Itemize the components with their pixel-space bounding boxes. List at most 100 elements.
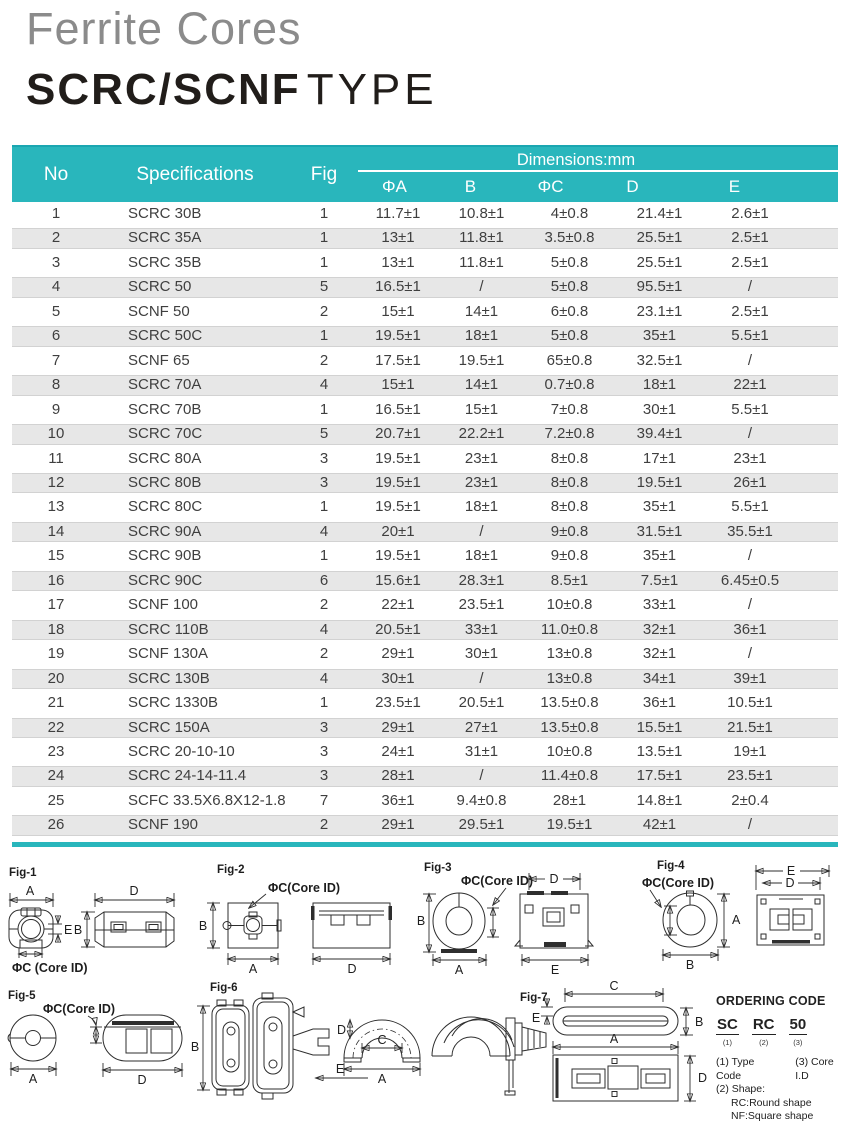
table-row: 26 SCNF 190 2 29±1 29.5±1 19.5±1 42±1 /	[12, 813, 838, 838]
table-row: 14 SCRC 90A 4 20±1 / 9±0.8 31.5±1 35.5±1	[12, 519, 838, 545]
cell: 19	[47, 645, 65, 663]
cell: /	[479, 767, 484, 785]
cell: 5.5±1	[731, 327, 769, 345]
fig1-dim-a: A	[26, 884, 35, 898]
col-header-no: No	[43, 164, 69, 185]
cell: 35.5±1	[727, 522, 773, 540]
cell: SCRC 90B	[128, 547, 202, 565]
cell: 29±1	[381, 816, 415, 834]
cell: 1	[319, 253, 329, 271]
cell: /	[479, 522, 484, 540]
cell: 15.6±1	[375, 571, 421, 589]
cell: 20.5±1	[458, 694, 505, 712]
cell: 14	[47, 522, 65, 540]
table-row: 22 SCRC 150A 3 29±1 27±1 13.5±0.8 15.5±1 21.5±1	[12, 715, 838, 740]
fig5-dim-a: A	[29, 1072, 38, 1086]
table-row: 13 SCRC 80C 1 19.5±1 18±1 8±0.8 35±1 5.5±1	[12, 495, 838, 520]
cell: SCRC 80C	[128, 498, 203, 516]
table-row: 5 SCNF 50 2 15±1 14±1 6±0.8 23.1±1 2.5±1	[12, 299, 838, 325]
fig6-dim-d: D	[337, 1023, 346, 1037]
cell: 16.5±1	[375, 278, 421, 296]
col-header-e: E	[728, 177, 741, 196]
cell: 3	[319, 742, 329, 760]
fig6-dim-e: E	[336, 1062, 344, 1076]
table-row: 6 SCRC 50C 1 19.5±1 18±1 5±0.8 35±1 5.5±1	[12, 324, 838, 349]
cell: SCRC 50	[128, 278, 192, 296]
table-row: 25 SCFC 33.5X6.8X12-1.8 7 36±1 9.4±0.8 28±1 14…	[12, 788, 838, 814]
cell: 39±1	[733, 669, 767, 687]
cell: 4±0.8	[550, 205, 589, 222]
fig4-core-id-label: ΦC(Core ID)	[642, 876, 714, 890]
cell: 23±1	[464, 473, 499, 491]
ordering-code-title: ORDERING CODE	[716, 994, 826, 1008]
fig6-dim-c: C	[377, 1033, 386, 1047]
col-header-fig: Fig	[310, 164, 338, 185]
cell: 15±1	[464, 400, 499, 418]
cell: 7	[319, 791, 329, 809]
fig3-dim-a: A	[455, 963, 464, 977]
cell: 20±1	[381, 522, 415, 540]
fig1-dim-e: E	[64, 923, 72, 937]
cell: 9±0.8	[550, 547, 589, 565]
table-row: 1 SCRC 30B 1 11.7±1 10.8±1 4±0.8 21.4±1 2.6±1	[12, 202, 838, 227]
cell: 1	[319, 694, 329, 712]
col-header-phiA: ΦA	[381, 177, 407, 196]
cell: 3.5±0.8	[544, 229, 595, 247]
cell: 11.8±1	[459, 229, 504, 247]
table-row: 23 SCRC 20-10-10 3 24±1 31±1 10±0.8 13.5±1 19±1	[12, 739, 838, 765]
cell: 2	[319, 816, 329, 834]
cell: 19.5±1	[636, 473, 683, 491]
fig5-label: Fig-5	[8, 990, 36, 1002]
note-type-code: (1) Type Code	[716, 1056, 755, 1082]
fig7-drawing: Fig-7 C E B A D	[520, 979, 707, 1101]
fig3-dim-b: B	[417, 914, 425, 928]
cell: 13	[47, 498, 65, 516]
cell: 2	[319, 351, 329, 369]
cell: 35±1	[642, 547, 677, 565]
cell: 5±0.8	[550, 278, 589, 296]
cell: 17.5±1	[636, 767, 683, 785]
cell: 22±1	[381, 596, 415, 614]
cell: 19.5±1	[375, 498, 421, 516]
cell: 14±1	[464, 302, 499, 320]
cell: 29±1	[381, 718, 415, 736]
cell: 1	[319, 498, 329, 516]
table-row: 9 SCRC 70B 1 16.5±1 15±1 7±0.8 30±1 5.5±1	[12, 397, 838, 423]
cell: 23.5±1	[375, 694, 421, 712]
cell: 18±1	[464, 498, 499, 516]
cell: 19.5±1	[375, 449, 421, 467]
cell: 2	[319, 302, 329, 320]
fig2-core-id-label: ΦC(Core ID)	[268, 881, 340, 895]
cell: /	[747, 816, 753, 834]
cell: 22	[47, 718, 65, 736]
cell: SCRC 110B	[128, 620, 209, 638]
cell: 15.5±1	[636, 718, 683, 736]
fig6-dim-b: B	[191, 1040, 199, 1054]
table-row: 16 SCRC 90C 6 15.6±1 28.3±1 8.5±1 7.5±1 6.45±0.…	[12, 568, 838, 594]
cell: 2.5±1	[731, 229, 769, 247]
fig6-label: Fig-6	[210, 982, 237, 994]
table-row: 15 SCRC 90B 1 19.5±1 18±1 9±0.8 35±1 /	[12, 544, 838, 569]
cell: 24±1	[381, 742, 415, 760]
fig2-label: Fig-2	[217, 864, 244, 876]
col-header-b: B	[464, 177, 477, 196]
fig4-dim-a: A	[732, 913, 741, 927]
spec-table: No Specifications Fig Dimensions:mm ΦA B…	[12, 145, 838, 847]
cell: 2.5±1	[731, 302, 769, 320]
cell: 11.4±0.8	[540, 767, 599, 785]
cell: 1	[319, 400, 329, 418]
cell: 15±1	[381, 376, 415, 394]
cell: 13±1	[381, 253, 415, 271]
page-title: Ferrite Cores	[26, 3, 302, 54]
cell: 6	[51, 327, 61, 345]
ordering-code-value: 50	[788, 1016, 808, 1035]
cell: 26±1	[733, 473, 767, 491]
ordering-code-value: RC	[751, 1016, 776, 1035]
cell: 10.5±1	[727, 694, 773, 712]
cell: 23.1±1	[636, 302, 683, 320]
cell: SCRC 70C	[128, 425, 203, 443]
cell: 32.5±1	[636, 351, 683, 369]
cell: 30±1	[642, 400, 677, 418]
cell: 5±0.8	[550, 253, 589, 271]
cell: 19.5±1	[458, 351, 505, 369]
